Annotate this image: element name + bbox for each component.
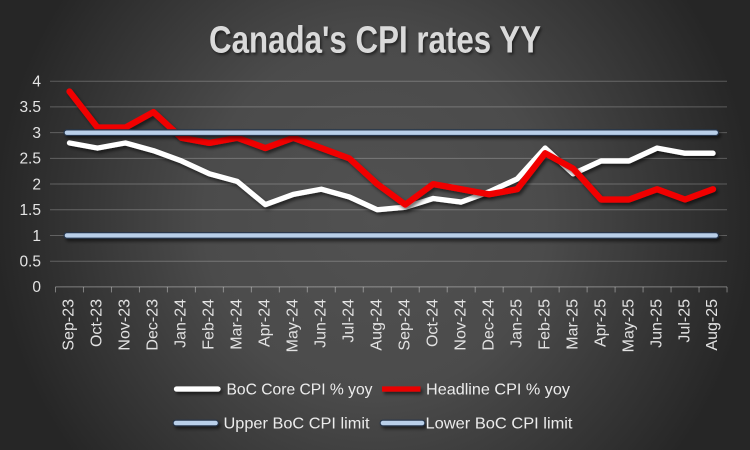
svg-text:BoC Core CPI % yoy: BoC Core CPI % yoy	[227, 382, 373, 399]
svg-text:Feb-24: Feb-24	[201, 299, 218, 350]
svg-text:Oct-24: Oct-24	[424, 299, 441, 347]
svg-text:0: 0	[32, 279, 41, 296]
svg-text:Jun-24: Jun-24	[313, 299, 330, 348]
svg-text:2.5: 2.5	[19, 151, 41, 168]
svg-text:Mar-24: Mar-24	[229, 299, 246, 350]
svg-text:Jun-25: Jun-25	[648, 299, 665, 348]
svg-text:Headline CPI % yoy: Headline CPI % yoy	[426, 382, 570, 399]
svg-text:Aug-25: Aug-25	[704, 299, 721, 351]
svg-text:Nov-23: Nov-23	[117, 299, 134, 351]
svg-text:Sep-24: Sep-24	[396, 299, 413, 351]
svg-text:Nov-24: Nov-24	[452, 299, 469, 351]
svg-text:May-24: May-24	[285, 299, 302, 352]
svg-text:Mar-25: Mar-25	[564, 299, 581, 350]
svg-text:Lower BoC CPI limit: Lower BoC CPI limit	[426, 416, 574, 433]
svg-text:Aug-24: Aug-24	[368, 299, 385, 351]
svg-text:Jul-24: Jul-24	[340, 299, 357, 343]
svg-text:0.5: 0.5	[19, 253, 41, 270]
svg-text:Dec-24: Dec-24	[480, 299, 497, 351]
svg-text:4: 4	[32, 74, 41, 91]
svg-text:1.5: 1.5	[19, 202, 41, 219]
svg-text:May-25: May-25	[620, 299, 637, 352]
svg-text:2: 2	[32, 176, 41, 193]
svg-text:Oct-23: Oct-23	[89, 299, 106, 347]
svg-text:Jan-24: Jan-24	[173, 299, 190, 348]
svg-text:Canada's CPI rates YY: Canada's CPI rates YY	[209, 20, 541, 62]
svg-text:Upper BoC CPI limit: Upper BoC CPI limit	[224, 416, 371, 433]
svg-text:1: 1	[32, 228, 41, 245]
svg-text:Dec-23: Dec-23	[145, 299, 162, 351]
svg-text:3: 3	[32, 125, 41, 142]
svg-text:Jan-25: Jan-25	[508, 299, 525, 348]
svg-text:Jul-25: Jul-25	[676, 299, 693, 343]
svg-text:Feb-25: Feb-25	[536, 299, 553, 350]
svg-text:Sep-23: Sep-23	[61, 299, 78, 351]
svg-text:3.5: 3.5	[19, 99, 41, 116]
svg-text:Apr-24: Apr-24	[257, 299, 274, 347]
svg-text:Apr-25: Apr-25	[592, 299, 609, 347]
